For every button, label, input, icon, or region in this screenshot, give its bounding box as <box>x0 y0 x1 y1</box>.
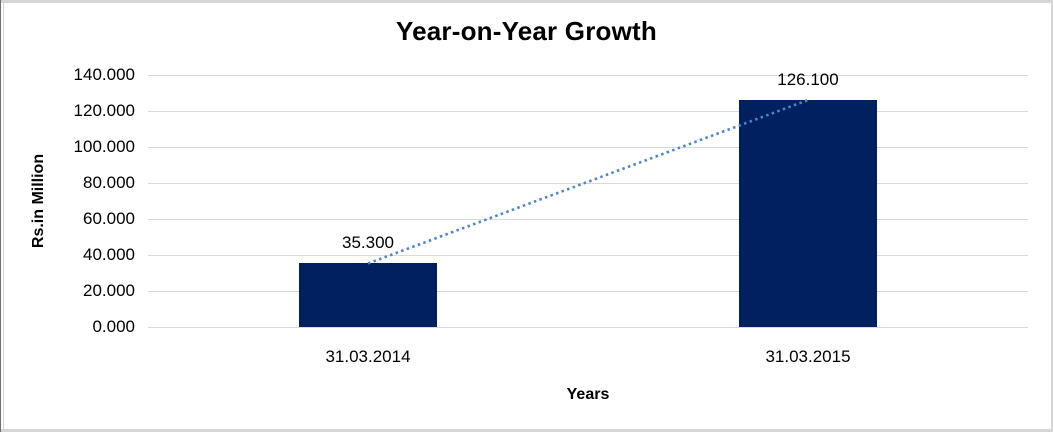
gridline <box>148 147 1028 148</box>
y-tick-label: 100.000 <box>73 137 135 156</box>
gridline <box>148 327 1028 328</box>
y-tick-label: 0.000 <box>92 317 135 336</box>
x-tick-label: 31.03.2014 <box>325 347 411 366</box>
bar <box>739 100 877 327</box>
gridline <box>148 255 1028 256</box>
gridline <box>148 75 1028 76</box>
gridline <box>148 111 1028 112</box>
frame-border-top <box>0 0 1053 3</box>
x-axis-title: Years <box>566 386 610 403</box>
bar-data-label: 126.100 <box>777 70 839 90</box>
y-tick-label: 40.000 <box>83 245 135 264</box>
gridline <box>148 291 1028 292</box>
bar-data-label: 35.300 <box>342 233 394 253</box>
chart-title: Year-on-Year Growth <box>396 16 657 46</box>
y-tick-label: 20.000 <box>83 281 135 300</box>
y-tick-label: 80.000 <box>83 173 135 192</box>
y-tick-label: 140.000 <box>73 65 135 84</box>
y-tick-label: 120.000 <box>73 101 135 120</box>
bar <box>299 263 437 327</box>
x-tick-label: 31.03.2015 <box>765 347 851 366</box>
y-tick-label: 60.000 <box>83 209 135 228</box>
gridline <box>148 183 1028 184</box>
gridline <box>148 219 1028 220</box>
y-axis-title: Rs.in Million <box>30 153 47 249</box>
